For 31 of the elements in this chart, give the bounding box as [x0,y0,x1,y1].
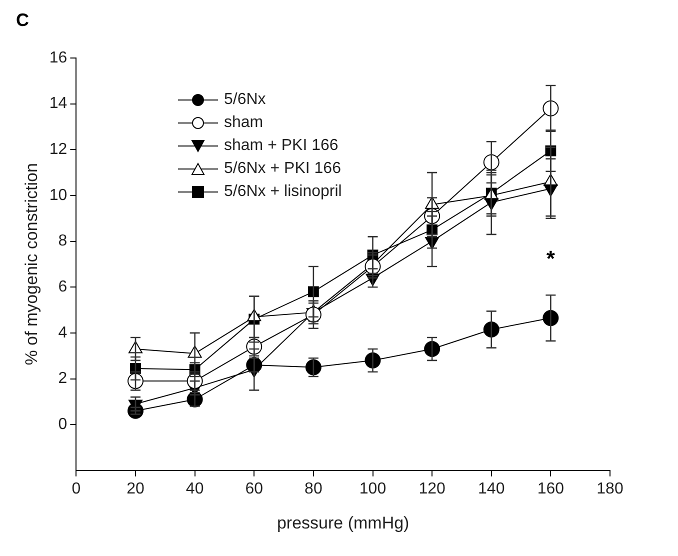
point [424,340,440,357]
x-tick-label: 60 [245,480,264,498]
x-axis-title: pressure (mmHg) [276,513,410,532]
x-tick-label: 120 [418,480,446,498]
x-tick-label: 180 [596,480,624,498]
y-tick-label: 10 [49,186,68,204]
text: C [16,10,29,30]
y-tick-label: 2 [58,370,68,388]
x-tick-label: 0 [72,480,81,498]
y-tick-label: 16 [49,49,68,66]
y-tick-label: 12 [49,141,68,158]
y-tick-label: 0 [58,416,68,433]
legend-label: 5/6Nx [224,91,266,108]
legend-label: sham [224,114,264,131]
x-tick-label: 160 [537,480,564,498]
y-tick-label: 14 [49,95,68,112]
legend-label: 5/6Nx + lisinopril [224,183,342,200]
legend-label: 5/6Nx + PKI 166 [224,160,341,177]
y-tick-label: 8 [58,232,68,250]
x-tick-label: 100 [359,480,386,498]
x-tick-label: 40 [186,480,204,498]
y-tick-label: 6 [58,278,68,296]
point [305,359,322,376]
y-tick-label: 4 [58,324,68,342]
annotation: * [546,246,556,272]
point [128,402,144,419]
x-tick-label: 140 [478,480,505,498]
legend-label: sham + PKI 166 [224,137,338,154]
x-tick-label: 20 [126,480,145,498]
x-tick-label: 80 [304,480,322,498]
y-axis-title: % of myogenic constriction [22,163,41,366]
